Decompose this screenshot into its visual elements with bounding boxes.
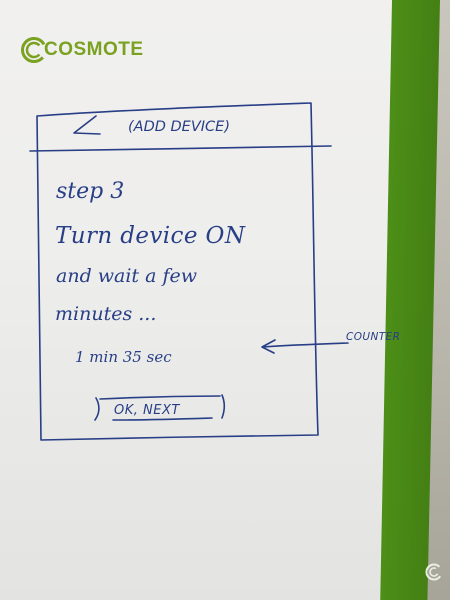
counter-annotation-label: COUNTER xyxy=(346,331,400,343)
cosmote-logo: COSMOTE xyxy=(20,36,144,64)
cosmote-swirl-icon xyxy=(21,37,47,63)
counter-annotation-arrow xyxy=(261,339,349,354)
ok-next-button-label[interactable]: OK, NEXT xyxy=(114,403,180,418)
cosmote-corner-icon xyxy=(425,563,443,581)
header-divider xyxy=(29,145,332,152)
instruction-line-3: minutes ... xyxy=(55,303,156,325)
instruction-line-1: Turn device ON xyxy=(55,223,246,249)
step-label: step 3 xyxy=(56,179,124,204)
phone-frame-outline xyxy=(36,102,319,441)
ok-next-button-outline[interactable] xyxy=(94,394,226,421)
back-arrow-icon[interactable] xyxy=(73,115,101,135)
header-title: (ADD DEVICE) xyxy=(128,119,230,135)
brand-name: COSMOTE xyxy=(44,39,144,60)
ok-next-underline xyxy=(112,417,213,421)
instruction-line-2: and wait a few xyxy=(56,265,197,287)
counter-value: 1 min 35 sec xyxy=(75,348,172,366)
whiteboard xyxy=(0,0,392,600)
